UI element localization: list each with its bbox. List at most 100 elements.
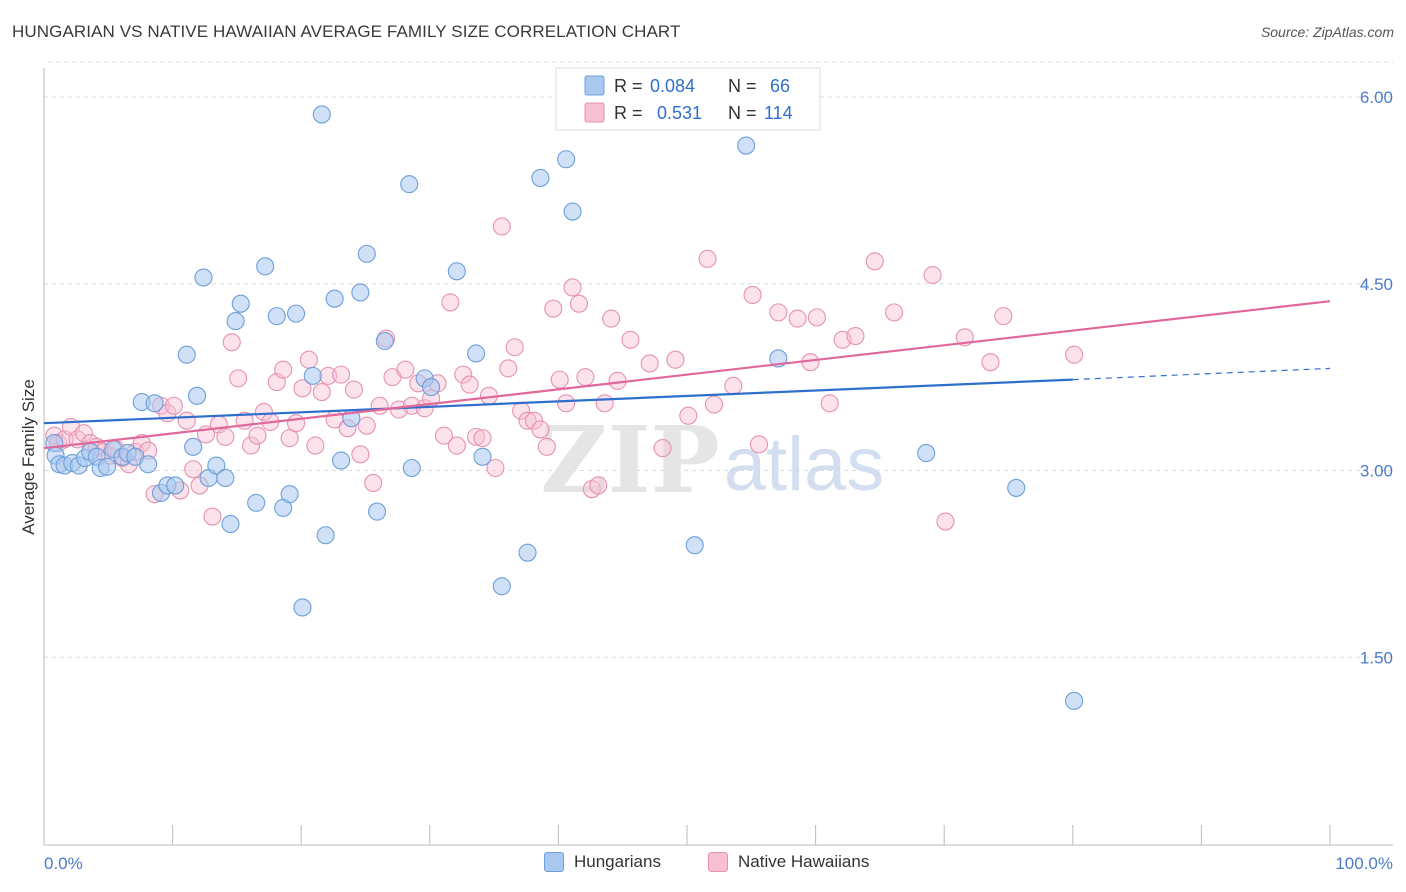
native-hawaiian-point	[569, 294, 589, 313]
native-hawaiian-point	[222, 333, 241, 352]
native-hawaiian-point	[306, 436, 325, 455]
native-hawaiian-point	[981, 353, 1000, 372]
legend-swatch-native-hawaiians	[708, 852, 728, 872]
trend-lines	[43, 300, 1331, 450]
native-hawaiian-point	[666, 350, 685, 369]
y-tick-labels: 1.50 3.00 4.50 6.00	[1360, 88, 1393, 667]
native-hawaiian-point	[473, 429, 492, 448]
legend-swatch-hungarians	[544, 852, 564, 872]
hungarian-point	[917, 444, 936, 463]
hungarian-point	[226, 312, 245, 331]
chart-title: HUNGARIAN VS NATIVE HAWAIIAN AVERAGE FAM…	[12, 22, 681, 41]
native-hawaiian-point	[248, 426, 267, 445]
legend-r-value: 0.531	[657, 103, 702, 123]
native-hawaiian-point	[164, 396, 183, 415]
native-hawaiian-point	[884, 303, 904, 322]
x-tick-label-min: 0.0%	[44, 854, 83, 873]
native-hawaiian-point	[332, 365, 351, 384]
native-hawaiian-point	[563, 278, 582, 297]
legend-swatch-native-hawaiians	[584, 102, 605, 123]
legend-label-native-hawaiians: Native Hawaiians	[738, 852, 870, 871]
y-tick-label: 3.00	[1360, 462, 1393, 481]
hungarian-point	[221, 514, 240, 534]
native-hawaiian-point	[769, 303, 788, 322]
native-hawaiian-point	[351, 445, 370, 464]
native-hawaiian-point	[743, 285, 762, 305]
hungarian-point	[280, 485, 299, 504]
native-hawaiian-point	[698, 249, 717, 268]
native-hawaiian-point	[589, 476, 608, 495]
hungarian-point	[207, 456, 226, 475]
hungarians-trend-extension	[1072, 367, 1331, 381]
native-hawaiian-point	[467, 427, 486, 446]
native-hawaiian-point	[460, 375, 479, 394]
native-hawaiian-point	[537, 437, 556, 456]
hungarian-point	[312, 105, 331, 124]
native-hawaiian-point	[994, 307, 1013, 326]
legend-item-hungarians[interactable]: Hungarians	[544, 852, 661, 872]
legend-n-label: N =	[728, 103, 757, 123]
native-hawaiian-point	[287, 414, 306, 433]
native-hawaiian-point	[370, 396, 389, 415]
native-hawaiian-point	[679, 406, 698, 425]
x-tick-label-max: 100.0%	[1335, 854, 1393, 873]
native-hawaiian-point	[254, 402, 273, 422]
hungarian-point	[139, 455, 158, 474]
native-hawaiian-point	[447, 436, 466, 455]
hungarian-point	[267, 307, 286, 326]
native-hawaiians-points	[45, 217, 1084, 531]
hungarian-point	[531, 168, 550, 187]
native-hawaiian-point	[357, 416, 376, 435]
hungarian-point	[316, 526, 335, 545]
hungarian-point	[184, 437, 203, 456]
native-hawaiian-point	[923, 265, 942, 285]
y-tick-label: 6.00	[1360, 88, 1393, 107]
native-hawaiian-point	[820, 394, 839, 413]
hungarian-point	[467, 344, 486, 363]
native-hawaiian-point	[595, 394, 614, 413]
hungarians-trend-line	[43, 378, 1073, 425]
axes	[43, 68, 1393, 846]
native-hawaiian-point	[486, 458, 505, 478]
legend-r-label: R =	[614, 76, 643, 96]
legend-top: R = 0.084 N = 66 R = 0.531 N = 114	[555, 67, 821, 131]
legend-r-value: 0.084	[650, 76, 695, 96]
native-hawaiian-point	[621, 330, 640, 349]
hungarian-point	[357, 244, 376, 263]
hungarians-points	[45, 105, 1084, 710]
hungarian-point	[97, 457, 117, 476]
hungarian-point	[1065, 691, 1084, 710]
watermark-atlas: atlas	[724, 422, 885, 507]
hungarian-point	[685, 536, 704, 555]
y-axis-label: Average Family Size	[19, 379, 38, 535]
legend-item-native-hawaiians[interactable]: Native Hawaiians	[708, 852, 869, 872]
hungarian-point	[194, 268, 213, 287]
native-hawaiian-point	[788, 309, 807, 328]
native-hawaiian-point	[344, 380, 363, 399]
native-hawaiian-point	[499, 359, 518, 378]
legend-n-label: N =	[728, 76, 757, 96]
hungarian-point	[332, 451, 351, 470]
hungarian-point	[402, 458, 421, 478]
hungarian-point	[325, 289, 344, 308]
native-hawaiian-point	[576, 368, 595, 387]
native-hawaiian-point	[653, 439, 672, 458]
legend-swatch-hungarians	[584, 75, 605, 96]
native-hawaiian-point	[865, 252, 884, 271]
legend-n-value: 66	[770, 76, 790, 96]
hungarian-point	[492, 577, 511, 596]
hungarian-point	[473, 447, 492, 466]
native-hawaiian-point	[749, 435, 769, 454]
native-hawaiian-point	[846, 326, 865, 346]
hungarian-point	[293, 598, 312, 617]
native-hawaiian-point	[1065, 345, 1084, 364]
native-hawaiian-point	[518, 411, 537, 430]
hungarian-point	[166, 476, 185, 495]
native-hawaiian-point	[936, 512, 955, 531]
hungarian-point	[1007, 478, 1026, 497]
native-hawaiian-point	[216, 427, 235, 446]
native-hawaiian-point	[550, 370, 569, 389]
native-hawaiian-point	[396, 360, 415, 379]
native-hawaiian-point	[640, 354, 659, 373]
